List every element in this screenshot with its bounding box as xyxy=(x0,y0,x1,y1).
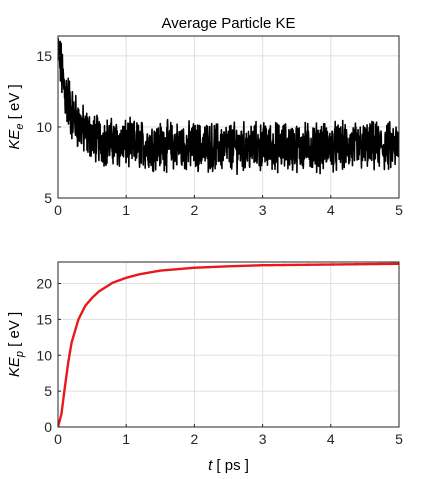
x-tick-label: 0 xyxy=(54,431,62,447)
y-tick-label: 10 xyxy=(36,119,52,135)
axes-box xyxy=(57,35,400,199)
y-axis-label: KEe [ eV ] xyxy=(6,84,26,149)
x-tick-labels: 0 1 2 3 4 5 xyxy=(54,195,403,218)
x-tick-label: 4 xyxy=(327,431,335,447)
electron-ke-panel: 0 1 2 3 4 5 5 10 15 Average Particle KE KEe [ e… xyxy=(6,15,403,218)
y-label-unit: [ eV ] xyxy=(6,312,23,351)
y-label-sub: p xyxy=(14,351,26,358)
series-line xyxy=(58,262,399,427)
proton-ke-panel: 0 1 2 3 4 5 0 5 10 15 20 KEp [ eV ] t [ ps ] xyxy=(6,261,403,474)
y-tick-labels: 5 10 15 xyxy=(36,48,61,206)
x-tick-label: 3 xyxy=(259,431,267,447)
y-tick-label: 5 xyxy=(44,190,52,206)
y-label-unit: [ eV ] xyxy=(6,84,23,123)
series-layer xyxy=(58,37,399,176)
y-label-main: KE xyxy=(6,356,23,377)
x-tick-label: 5 xyxy=(395,202,403,218)
grid-lines xyxy=(57,262,400,428)
x-tick-labels: 0 1 2 3 4 5 xyxy=(54,424,403,447)
x-label-main: t xyxy=(208,457,213,474)
series-layer xyxy=(58,262,399,427)
x-tick-label: 2 xyxy=(191,431,199,447)
x-axis-label: t [ ps ] xyxy=(208,457,249,474)
y-tick-label: 5 xyxy=(44,383,52,399)
chart-title: Average Particle KE xyxy=(162,15,296,32)
x-tick-label: 1 xyxy=(122,202,130,218)
y-tick-label: 0 xyxy=(44,419,52,435)
axes-box xyxy=(57,261,400,428)
y-tick-label: 10 xyxy=(36,347,52,363)
series-line xyxy=(58,37,399,176)
x-tick-label: 0 xyxy=(54,202,62,218)
x-tick-label: 5 xyxy=(395,431,403,447)
y-tick-labels: 0 5 10 15 20 xyxy=(36,276,61,435)
y-tick-label: 15 xyxy=(36,311,52,327)
x-tick-label: 1 xyxy=(122,431,130,447)
grid-lines xyxy=(57,36,400,199)
x-label-unit: [ ps ] xyxy=(212,457,249,474)
y-axis-label: KEp [ eV ] xyxy=(6,312,26,377)
y-label-main: KE xyxy=(6,129,23,150)
x-tick-label: 2 xyxy=(191,202,199,218)
x-tick-label: 3 xyxy=(259,202,267,218)
x-tick-label: 4 xyxy=(327,202,335,218)
y-tick-label: 20 xyxy=(36,276,52,292)
y-label-sub: e xyxy=(14,124,26,130)
y-tick-label: 15 xyxy=(36,48,52,64)
